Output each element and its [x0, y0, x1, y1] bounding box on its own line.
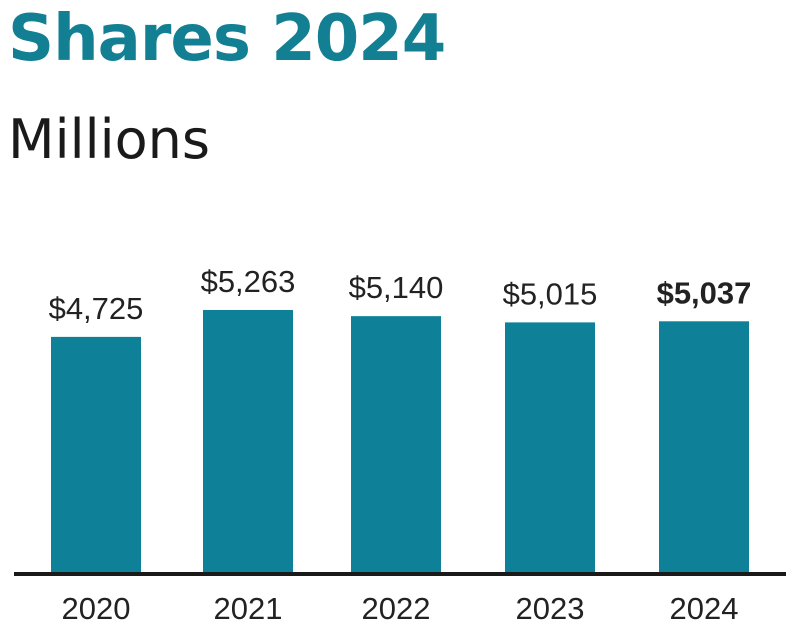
bar-2023 [505, 322, 595, 573]
value-label-2023: $5,015 [503, 276, 598, 311]
tick-label-2022: 2022 [362, 591, 431, 626]
value-label-2021: $5,263 [201, 264, 296, 299]
bars-group [51, 310, 749, 573]
value-label-2024: $5,037 [657, 275, 752, 310]
tick-label-2020: 2020 [62, 591, 131, 626]
bar-2022 [351, 316, 441, 573]
tick-label-2024: 2024 [670, 591, 739, 626]
tick-labels-group: 2020 2021 2022 2023 2024 [62, 591, 739, 626]
bar-2024 [659, 321, 749, 573]
tick-label-2021: 2021 [214, 591, 283, 626]
chart-title: Shares 2024 [8, 2, 446, 76]
value-labels-group: $4,725 $5,263 $5,140 $5,015 $5,037 [49, 264, 752, 326]
chart-subtitle: Millions [8, 108, 210, 171]
bar-2020 [51, 336, 141, 573]
value-label-2020: $4,725 [49, 291, 144, 326]
value-label-2022: $5,140 [349, 270, 444, 305]
bar-2021 [203, 310, 293, 573]
tick-label-2023: 2023 [516, 591, 585, 626]
